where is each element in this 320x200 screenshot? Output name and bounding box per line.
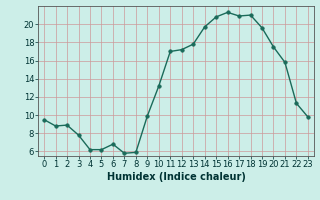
X-axis label: Humidex (Indice chaleur): Humidex (Indice chaleur) [107, 172, 245, 182]
